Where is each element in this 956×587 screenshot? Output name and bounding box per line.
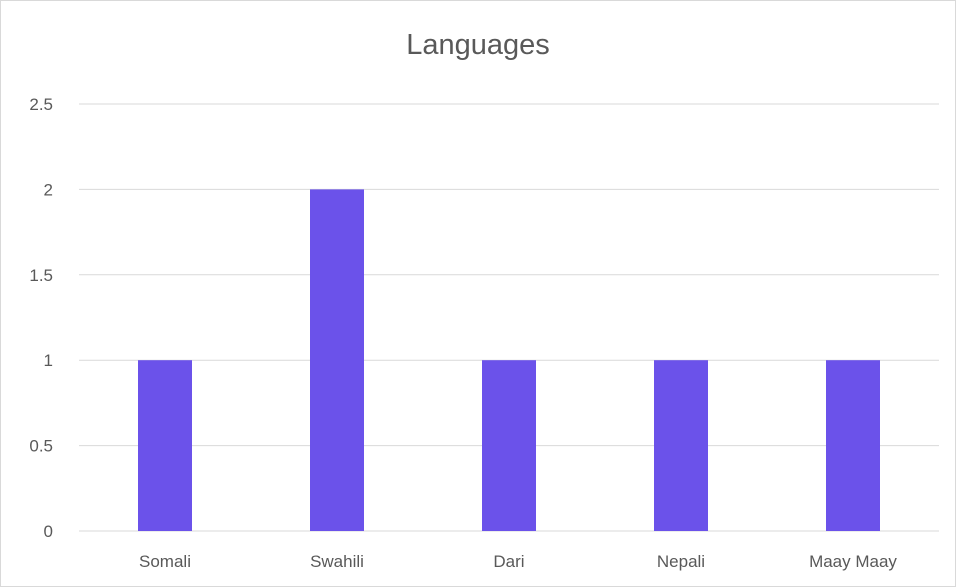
y-tick-label: 1.5: [29, 266, 53, 285]
y-tick-label: 1: [44, 351, 53, 370]
bar: [654, 360, 708, 531]
bar: [138, 360, 192, 531]
x-tick-label: Dari: [493, 552, 524, 571]
y-tick-label: 0.5: [29, 437, 53, 456]
x-axis-ticks: Somali Swahili Dari Nepali Maay Maay: [139, 552, 897, 571]
x-tick-label: Maay Maay: [809, 552, 897, 571]
y-tick-label: 0: [44, 522, 53, 541]
x-tick-label: Nepali: [657, 552, 705, 571]
y-axis-ticks: 0 0.5 1 1.5 2 2.5: [29, 95, 53, 541]
bars: [138, 189, 880, 531]
x-tick-label: Swahili: [310, 552, 364, 571]
x-tick-label: Somali: [139, 552, 191, 571]
y-tick-label: 2.5: [29, 95, 53, 114]
bar: [482, 360, 536, 531]
bar: [310, 189, 364, 531]
y-tick-label: 2: [44, 180, 53, 199]
bar: [826, 360, 880, 531]
chart-title: Languages: [406, 29, 550, 61]
